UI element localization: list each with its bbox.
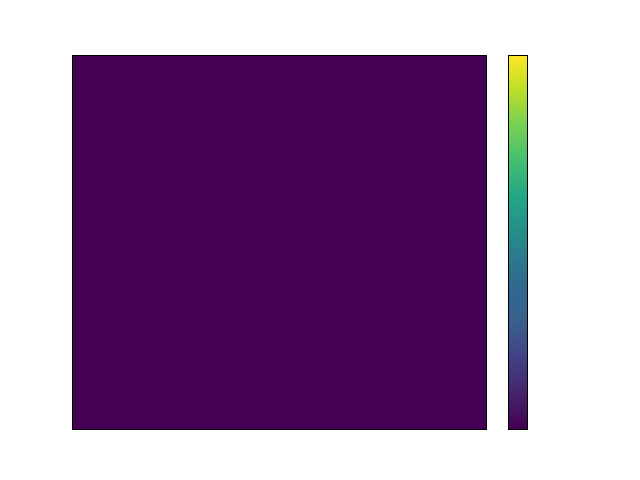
ionogram-heatmap-canvas <box>73 56 486 429</box>
ionogram-plot-area[interactable] <box>72 55 487 430</box>
colorbar-gradient <box>508 55 528 430</box>
